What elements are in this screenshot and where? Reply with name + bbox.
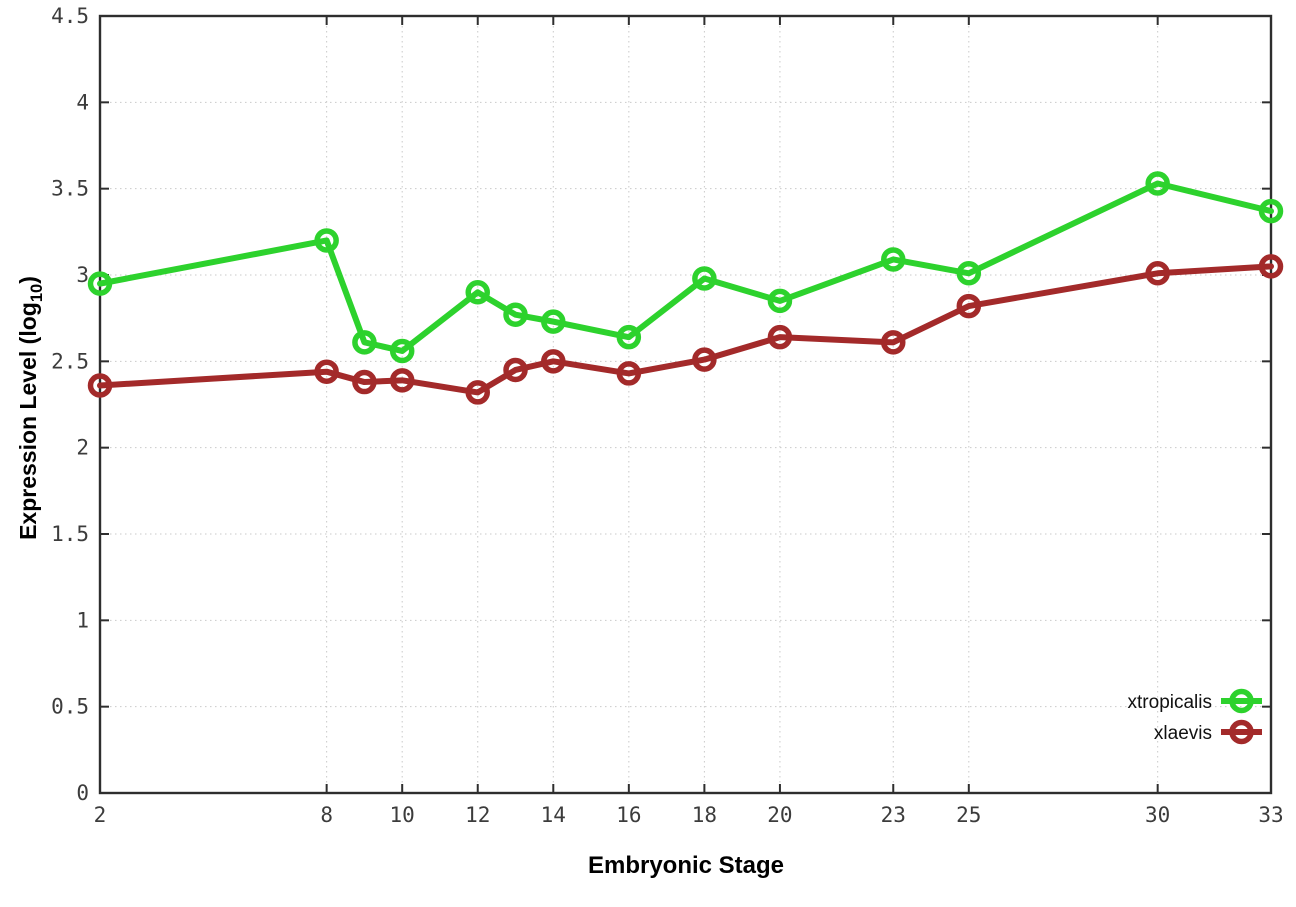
- y-tick-label: 2: [76, 436, 89, 460]
- y-axis-title: Expression Level (log10): [15, 276, 47, 540]
- x-tick-label: 20: [767, 803, 792, 827]
- x-tick-label: 14: [541, 803, 566, 827]
- series-line-xtropicalis: [97, 180, 1274, 354]
- marker-xlaevis: [541, 349, 566, 374]
- y-tick-label: 4: [76, 90, 89, 114]
- x-tick-label: 12: [465, 803, 490, 827]
- x-tick-label: 16: [616, 803, 641, 827]
- marker-xlaevis: [881, 330, 906, 355]
- marker-xtropicalis: [881, 247, 906, 272]
- legend-label-xtropicalis: xtropicalis: [1128, 692, 1212, 713]
- marker-xlaevis: [1145, 261, 1170, 286]
- marker-xlaevis: [956, 293, 982, 319]
- y-tick-label: 2.5: [51, 349, 89, 373]
- marker-xlaevis: [767, 324, 793, 350]
- marker-xtropicalis: [1145, 171, 1170, 196]
- x-tick-label: 23: [881, 803, 906, 827]
- plot-border: [98, 14, 1273, 795]
- marker-xtropicalis: [465, 280, 490, 305]
- legend-marker-xtropicalis: [1229, 688, 1254, 714]
- legend-label-xlaevis: xlaevis: [1154, 723, 1212, 744]
- marker-xtropicalis: [87, 271, 113, 296]
- marker-xlaevis: [503, 357, 528, 383]
- y-tick-label: 3: [76, 263, 89, 287]
- marker-xtropicalis: [389, 338, 415, 364]
- y-tick-label: 0: [76, 781, 89, 805]
- series-line-xlaevis: [97, 263, 1274, 396]
- y-axis-title-close: ): [15, 276, 42, 284]
- y-tick-label: 3.5: [51, 177, 89, 201]
- x-tick-label: 10: [390, 803, 415, 827]
- x-tick-label: 2: [94, 803, 107, 827]
- marker-xlaevis: [465, 380, 490, 405]
- marker-xlaevis: [616, 361, 642, 386]
- marker-xlaevis: [389, 368, 415, 393]
- marker-xtropicalis: [692, 266, 717, 291]
- legend-marker-xlaevis: [1229, 719, 1254, 745]
- marker-xlaevis: [1258, 254, 1284, 279]
- marker-xtropicalis: [352, 330, 377, 355]
- marker-xtropicalis: [503, 302, 528, 327]
- marker-xtropicalis: [541, 309, 566, 334]
- marker-xtropicalis: [1258, 198, 1284, 224]
- x-tick-label: 18: [692, 803, 717, 827]
- marker-xtropicalis: [314, 228, 339, 253]
- y-tick-label: 4.5: [51, 4, 89, 28]
- marker-xtropicalis: [767, 288, 793, 314]
- y-axis-title-text: Expression Level (log: [15, 302, 42, 540]
- x-tick-label: 30: [1145, 803, 1170, 827]
- y-tick-label: 1.5: [51, 522, 89, 546]
- y-tick-label: 0.5: [51, 695, 89, 719]
- marker-xlaevis: [314, 359, 339, 384]
- y-axis-title-subscript: 10: [26, 283, 46, 303]
- x-tick-label: 25: [956, 803, 981, 827]
- marker-xtropicalis: [616, 324, 642, 350]
- marker-xtropicalis: [956, 261, 982, 286]
- x-axis-title: Embryonic Stage: [587, 852, 785, 879]
- x-tick-label: 8: [320, 803, 333, 827]
- x-tick-label: 33: [1258, 803, 1283, 827]
- marker-xlaevis: [692, 347, 717, 372]
- y-tick-label: 1: [76, 608, 89, 632]
- marker-xlaevis: [87, 373, 113, 398]
- marker-xlaevis: [352, 369, 377, 395]
